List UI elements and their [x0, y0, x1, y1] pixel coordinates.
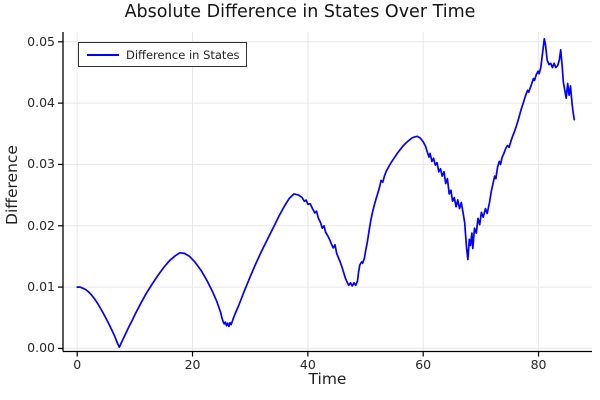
series-line: [76, 37, 576, 349]
y-tick-label: 0.04: [27, 95, 55, 111]
y-tick-label: 0.00: [27, 340, 55, 356]
x-tick-label: 20: [184, 357, 201, 372]
legend: Difference in States: [78, 42, 247, 67]
y-tick-label: 0.02: [27, 217, 55, 233]
y-tick-label: 0.05: [27, 33, 55, 49]
chart-title: Absolute Difference in States Over Time: [124, 2, 476, 22]
y-tick-label: 0.03: [27, 156, 55, 172]
x-axis-label: Time: [308, 370, 347, 388]
legend-label: Difference in States: [126, 47, 240, 62]
legend-line-sample: [87, 53, 119, 56]
x-tick-label: 0: [73, 357, 82, 372]
x-tick-label: 40: [299, 357, 316, 372]
y-tick-label: 0.01: [27, 279, 55, 295]
x-tick-label: 80: [530, 357, 547, 372]
x-tick-label: 60: [415, 357, 432, 372]
